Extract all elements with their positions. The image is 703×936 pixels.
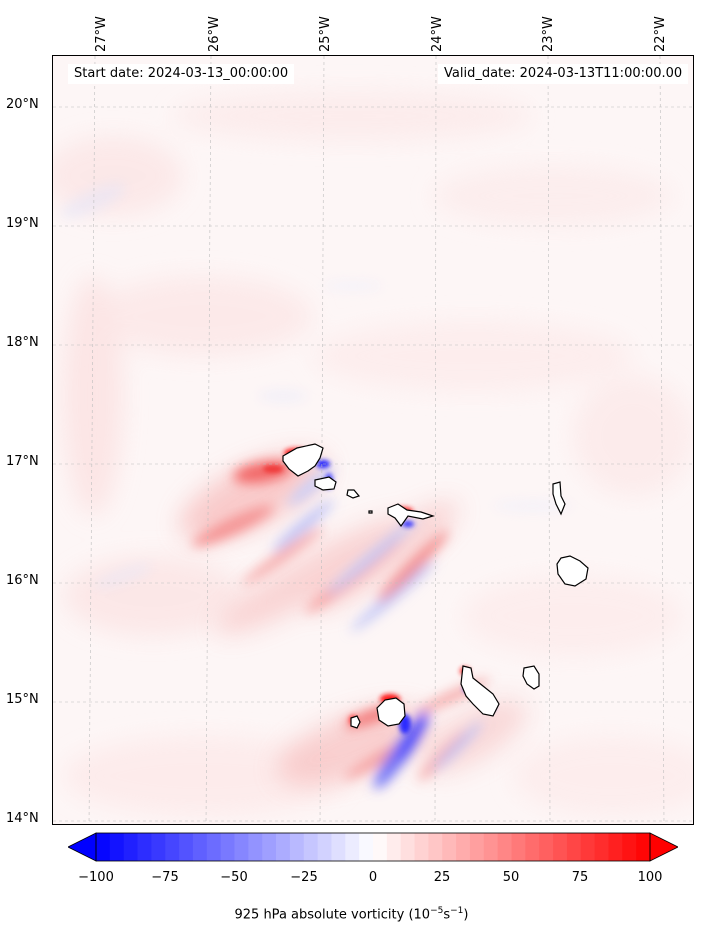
lon-label-25w: 25°W	[318, 16, 333, 52]
lon-label-23w: 23°W	[541, 16, 556, 52]
colorbar-tick: 75	[571, 870, 589, 885]
colorbar-label-exponent: −1	[450, 906, 464, 916]
island-branco	[368, 510, 373, 514]
colorbar-tick: 100	[637, 870, 663, 885]
colorbar-cell	[525, 833, 540, 861]
colorbar	[68, 832, 678, 862]
colorbar-label-prefix: 925 hPa absolute vorticity (10	[234, 907, 431, 923]
colorbar-cell	[359, 833, 374, 861]
colorbar-cell	[289, 833, 305, 861]
colorbar-high-extend	[649, 832, 678, 862]
lat-label-14n: 14°N	[6, 811, 39, 826]
island-sao-vicente	[314, 476, 337, 491]
island-santa-luzia	[346, 489, 361, 499]
colorbar-cell	[165, 833, 180, 861]
south-plumes	[277, 667, 527, 790]
lon-label-26w: 26°W	[207, 16, 222, 52]
colorbar-cell	[276, 833, 291, 861]
colorbar-label-suffix: )	[463, 907, 469, 923]
island-maio	[522, 665, 540, 690]
colorbar-cell	[400, 833, 415, 861]
colorbar-cell	[622, 833, 637, 861]
colorbar-tick: −100	[78, 870, 114, 885]
lat-label-16n: 16°N	[6, 573, 39, 588]
background-negative-patches	[60, 183, 573, 588]
colorbar-low-extend	[68, 832, 97, 862]
colorbar-cell	[96, 833, 111, 861]
colorbar-cell	[331, 833, 346, 861]
colorbar-cell	[511, 833, 526, 861]
colorbar-tick: 25	[433, 870, 451, 885]
lon-label-27w: 27°W	[94, 16, 109, 52]
colorbar-tick: 0	[368, 870, 378, 885]
colorbar-tick: −50	[220, 870, 248, 885]
colorbar-cell	[234, 833, 249, 861]
colorbar-tick: −25	[290, 870, 318, 885]
colorbar-cell	[469, 833, 485, 861]
island-sal	[552, 481, 566, 516]
colorbar-label: 925 hPa absolute vorticity (10−5s−1)	[0, 906, 703, 922]
colorbar-label-exponent: −5	[430, 906, 444, 916]
colorbar-cell	[317, 833, 332, 861]
lat-label-18n: 18°N	[6, 335, 39, 350]
colorbar-cell	[566, 833, 582, 861]
colorbar-cell	[553, 833, 568, 861]
island-santo-antao	[282, 443, 324, 477]
valid-date-label: Valid_date: 2024-03-13T11:00:00.00	[438, 64, 689, 84]
colorbar-cell	[248, 833, 263, 861]
lon-label-24w: 24°W	[430, 16, 445, 52]
vorticity-field	[53, 56, 693, 824]
colorbar-cell	[137, 833, 152, 861]
lat-label-17n: 17°N	[6, 454, 39, 469]
gridlines	[53, 56, 693, 824]
colorbar-cell	[594, 833, 609, 861]
background-vorticity	[53, 91, 693, 816]
colorbar-tick: 50	[502, 870, 520, 885]
colorbar-cell	[580, 833, 595, 861]
colorbar-cell	[179, 833, 194, 861]
colorbar-label-unit: s	[443, 907, 451, 923]
lat-label-20n: 20°N	[6, 97, 39, 112]
colorbar-cell	[483, 833, 499, 861]
colorbar-cell	[192, 833, 208, 861]
lat-label-15n: 15°N	[6, 692, 39, 707]
start-date-label: Start date: 2024-03-13_00:00:00	[68, 64, 295, 84]
island-fogo	[376, 697, 406, 727]
colorbar-cell	[151, 833, 166, 861]
island-boa-vista	[556, 555, 589, 587]
colorbar-cell	[414, 833, 429, 861]
colorbar-cell	[345, 833, 360, 861]
colorbar-cell	[636, 833, 651, 861]
island-brava	[350, 715, 361, 729]
colorbar-cell	[608, 833, 623, 861]
colorbar-cell	[442, 833, 457, 861]
colorbar-cell	[123, 833, 138, 861]
coastlines	[282, 443, 589, 729]
vorticity-map	[52, 55, 694, 825]
island-sao-nicolau	[387, 503, 435, 528]
colorbar-cell	[386, 833, 402, 861]
colorbar-cell	[220, 833, 235, 861]
colorbar-cell	[373, 833, 388, 861]
colorbar-tick: −75	[151, 870, 179, 885]
colorbar-cell	[109, 833, 125, 861]
colorbar-cell	[428, 833, 443, 861]
island-santiago	[460, 665, 500, 717]
colorbar-cell	[262, 833, 277, 861]
north-plumes	[179, 448, 458, 635]
colorbar-cell	[303, 833, 318, 861]
colorbar-cell	[497, 833, 512, 861]
lat-label-19n: 19°N	[6, 216, 39, 231]
lon-label-22w: 22°W	[653, 16, 668, 52]
colorbar-cell	[206, 833, 222, 861]
colorbar-cell	[456, 833, 471, 861]
colorbar-cells	[96, 833, 651, 861]
colorbar-outline	[95, 832, 651, 862]
colorbar-cell	[539, 833, 554, 861]
